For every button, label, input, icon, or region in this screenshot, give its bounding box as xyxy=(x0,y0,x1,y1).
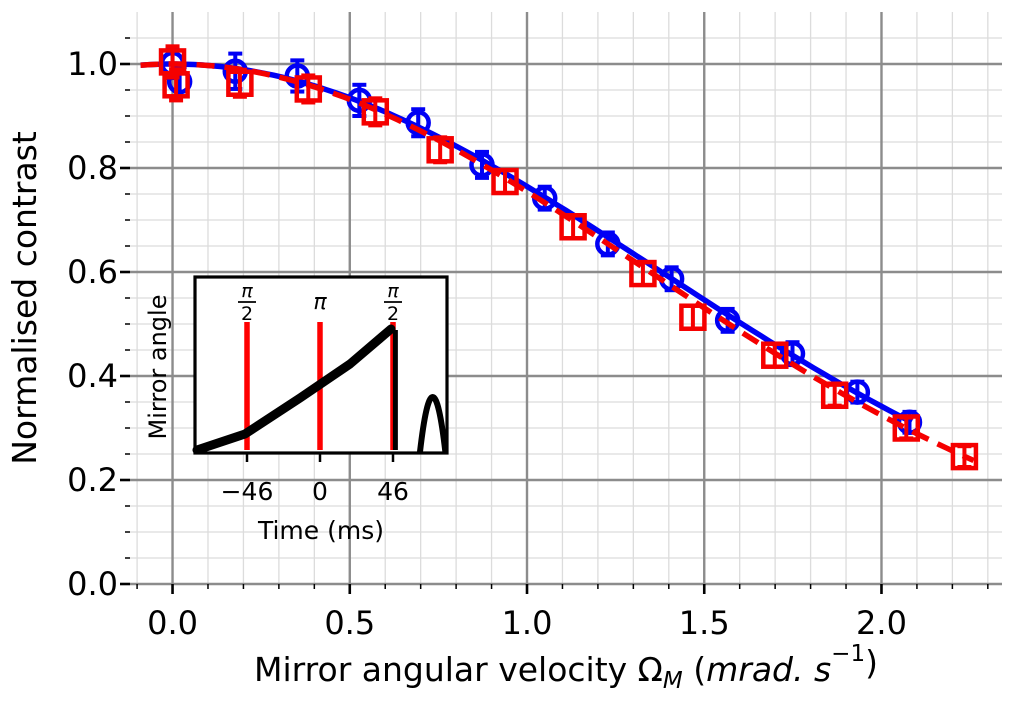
echo-peak xyxy=(416,394,449,453)
data-point-square xyxy=(950,442,979,471)
data-point-square xyxy=(294,75,323,103)
pulse-label: π xyxy=(241,280,253,302)
pulse-label: π xyxy=(313,290,327,315)
pulse-label: π xyxy=(387,280,399,302)
data-point-square xyxy=(361,98,390,126)
inset-y-axis-label: Mirror angle xyxy=(144,295,172,440)
x-tick-label: 0.0 xyxy=(147,604,198,642)
data-point-square xyxy=(559,213,587,241)
y-tick-label: 0.0 xyxy=(67,565,118,603)
data-point-circle xyxy=(714,307,741,334)
data-point-square xyxy=(761,341,789,369)
y-tick-label: 0.6 xyxy=(67,253,118,291)
data-point-square xyxy=(226,69,254,97)
data-point-square xyxy=(892,414,921,442)
inset-x-tick-label: 46 xyxy=(377,477,409,506)
y-tick-label: 0.4 xyxy=(67,357,118,395)
y-axis-label: Normalised contrast xyxy=(5,131,44,465)
y-tick-label: 1.0 xyxy=(67,45,118,83)
y-tick-label: 0.8 xyxy=(67,149,118,187)
x-tick-label: 1.0 xyxy=(502,604,553,642)
series-red-squares xyxy=(140,44,979,471)
pulse-label-denominator: 2 xyxy=(241,303,253,325)
x-tick-label: 1.5 xyxy=(679,604,730,642)
inset-x-tick-label: 0 xyxy=(312,477,328,506)
inset-x-axis-label: Time (ms) xyxy=(257,516,384,545)
x-tick-label: 0.5 xyxy=(324,604,375,642)
y-tick-label: 0.2 xyxy=(67,461,118,499)
data-point-circle xyxy=(405,110,431,136)
x-axis-label: Mirror angular velocity ΩM​ (mrad. s−1​) xyxy=(254,641,878,694)
data-point-square xyxy=(679,303,707,331)
fit-line-red-squares xyxy=(140,61,975,464)
data-point-circle xyxy=(469,152,495,178)
axes: 0.0 0.5 1.0 1.5 2.0 0.0 0.2 0.4 0.6 0.8 1.0 xyxy=(67,37,989,642)
data-point-square xyxy=(426,136,454,164)
data-point-square xyxy=(491,167,519,196)
data-point-square xyxy=(820,381,849,409)
data-point-square xyxy=(162,71,190,99)
mirror-ramp-trace xyxy=(192,324,396,455)
pulse-label-denominator: 2 xyxy=(387,303,399,325)
data-point-circle xyxy=(595,231,621,257)
data-point-square xyxy=(629,259,657,288)
inset-x-tick-label: −46 xyxy=(221,477,274,506)
x-tick-label: 2.0 xyxy=(856,604,907,642)
